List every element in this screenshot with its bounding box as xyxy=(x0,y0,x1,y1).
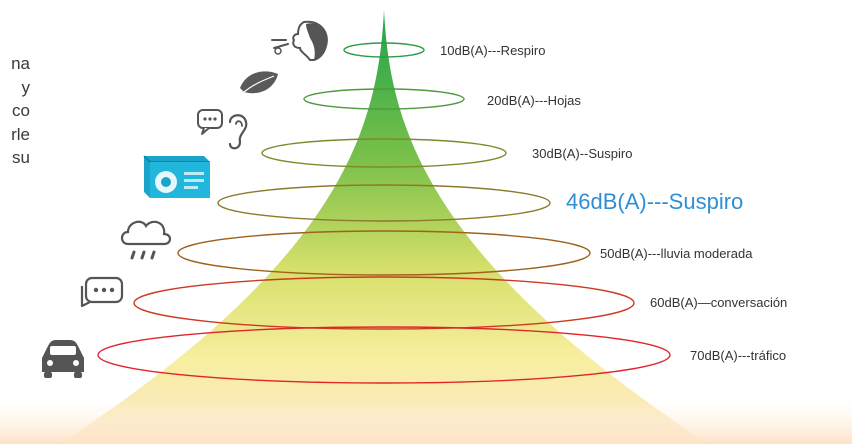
sound-ring xyxy=(343,42,425,58)
level-label: 60dB(A)—conversación xyxy=(650,295,787,310)
face-breathing-icon xyxy=(271,20,328,61)
side-text-line: rle xyxy=(11,124,30,144)
sound-cone xyxy=(60,10,708,444)
level-label-highlighted: 46dB(A)---Suspiro xyxy=(566,189,743,214)
rain-cloud-icon xyxy=(120,220,172,260)
side-text-line: na xyxy=(11,54,30,73)
side-text-line: su xyxy=(12,148,30,167)
sound-ring xyxy=(261,138,507,168)
side-text-line: co xyxy=(12,101,30,120)
level-label: 70dB(A)---tráfico xyxy=(690,348,786,363)
chat-bubble-icon xyxy=(80,276,124,308)
level-label: 30dB(A)--Suspiro xyxy=(532,146,632,161)
speech-ear-icon xyxy=(197,109,248,150)
level-label: 20dB(A)---Hojas xyxy=(487,93,581,108)
cut-off-side-text: na y co rle su xyxy=(0,52,30,170)
sound-ring xyxy=(97,326,671,384)
sound-ring xyxy=(217,184,551,222)
floor-glow xyxy=(0,400,852,444)
heat-pump-icon xyxy=(143,155,210,198)
car-icon xyxy=(42,340,84,378)
level-label: 50dB(A)---lluvia moderada xyxy=(600,246,753,261)
level-label: 10dB(A)---Respiro xyxy=(440,43,545,58)
sound-ring xyxy=(133,276,635,330)
side-text-line: y xyxy=(21,77,31,97)
sound-ring xyxy=(177,230,591,276)
leaf-icon xyxy=(240,71,278,94)
sound-ring xyxy=(303,88,465,110)
